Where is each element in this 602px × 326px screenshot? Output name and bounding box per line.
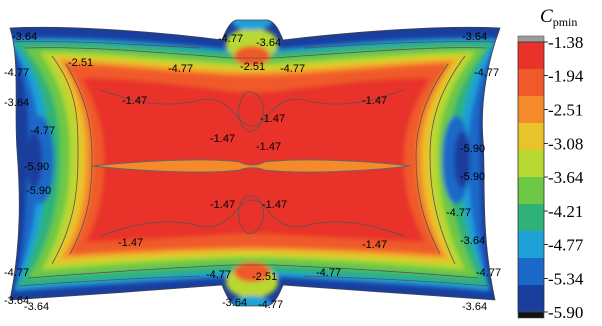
contour-label: -3.64 [462,31,487,43]
blade-outline [9,19,501,307]
band-red [82,78,430,242]
colorbar-tick-label: -5.90 [548,303,583,322]
colorbar-band [518,123,544,151]
colorbar-tick-label: -2.51 [548,101,583,120]
colorbar-band [518,96,544,124]
colorbar-band [518,285,544,313]
contour-label: -4.77 [476,267,501,279]
colorbar-band [518,204,544,232]
colorbar-title: Cpmin [540,6,577,29]
contour-label: -4.77 [206,269,231,281]
contour-label: -3.64 [460,235,485,247]
colorbar-band [518,258,544,286]
contour-label: -1.47 [260,113,285,125]
contour-label: -4.77 [446,207,471,219]
contour-label: -3.64 [462,301,487,313]
colorbar: Cpmin -1.38 -1.94 -2.51 -3.08 -3.64 -4.21 -4.7… [517,6,584,322]
contour-label: -4.77 [218,33,243,45]
contour-label: -5.90 [24,161,49,173]
contour-label: -3.64 [222,297,247,309]
contour-label: -1.47 [362,239,387,251]
contour-label: -4.77 [474,67,499,79]
contour-label: -3.64 [12,31,37,43]
contour-label: -1.47 [210,133,235,145]
contour-label: -4.77 [168,63,193,75]
contour-label: -4.77 [30,125,55,137]
contour-label: -3.64 [24,301,49,313]
contour-label: -3.64 [256,37,281,49]
isolines [11,41,495,287]
colorbar-tick-label: -4.21 [548,202,583,221]
top-tip [232,20,272,30]
colorbar-band [518,69,544,97]
contour-label: -5.90 [26,185,51,197]
colorbar-band [518,42,544,70]
contour-label: -5.90 [460,171,485,183]
contour-label: -4.77 [4,267,29,279]
contour-label: -4.77 [280,63,305,75]
colorbar-tick-label: -1.94 [548,66,584,85]
left-wedge-core [26,132,42,188]
colorbar-band [518,150,544,178]
colorbar-band [518,177,544,205]
contour-label: -2.51 [240,61,265,73]
contour-label: -2.51 [252,271,277,283]
contour-label: -1.47 [118,237,143,249]
colorbar-title-main: C [540,6,553,27]
contour-label: -4.77 [4,67,29,79]
right-wedge-core [454,132,470,188]
colorbar-title-sub: pmin [553,15,578,29]
colorbar-tick-label: -3.64 [548,168,584,187]
colorbar-band [518,231,544,259]
colorbar-overflow-low [517,311,545,319]
contour-label: -2.51 [68,57,93,69]
contour-label: -1.47 [256,141,281,153]
bottom-tip [232,296,272,306]
colorbar-tick-label: -3.08 [548,135,583,154]
bottom-peak-inner [234,262,270,282]
contour-label: -4.77 [258,299,283,311]
contour-label: -3.64 [4,295,29,307]
contour-label: -1.47 [262,199,287,211]
contour-label: -3.64 [4,97,29,109]
contour-label: -1.47 [362,95,387,107]
colorbar-bands [517,41,545,313]
contour-label: -1.47 [210,199,235,211]
colorbar-overflow-high [517,35,545,43]
top-peak-inner [234,46,270,66]
contour-labels: -3.64 -4.77 -3.64 -3.64 -4.77 -2.51 -4.7… [4,31,501,313]
colorbar-tick-label: -4.77 [548,236,584,255]
colorbar-ticks: -1.38 -1.94 -2.51 -3.08 -3.64 -4.21 -4.77 -5.34… [544,33,584,322]
contour-label: -5.90 [460,143,485,155]
colorbar-tick-label: -5.34 [548,270,584,289]
contour-plot-area [10,20,500,306]
contour-label: -1.47 [122,95,147,107]
center-spine [91,159,411,173]
contour-label: -4.77 [316,267,341,279]
colorbar-tick-label: -1.38 [548,33,583,52]
